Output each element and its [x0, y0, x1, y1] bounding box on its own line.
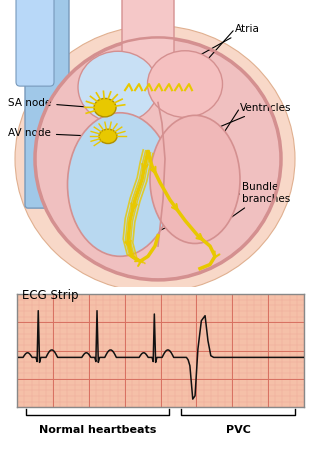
- Text: ECG Strip: ECG Strip: [22, 289, 78, 302]
- Text: AV node: AV node: [8, 128, 97, 138]
- Text: Atria: Atria: [158, 24, 260, 79]
- Text: Bundle
branches: Bundle branches: [210, 182, 290, 232]
- Text: Normal heartbeats: Normal heartbeats: [39, 425, 156, 435]
- Ellipse shape: [147, 51, 222, 118]
- Ellipse shape: [150, 115, 240, 244]
- Text: Ventricles: Ventricles: [121, 103, 291, 168]
- Text: PVC: PVC: [226, 425, 250, 435]
- FancyBboxPatch shape: [25, 0, 69, 208]
- FancyBboxPatch shape: [122, 0, 174, 99]
- Ellipse shape: [78, 51, 158, 123]
- Ellipse shape: [94, 99, 116, 117]
- Ellipse shape: [99, 129, 117, 144]
- Ellipse shape: [67, 113, 173, 257]
- Text: SA node: SA node: [8, 98, 93, 107]
- FancyBboxPatch shape: [16, 0, 54, 86]
- Ellipse shape: [36, 38, 280, 279]
- Ellipse shape: [15, 25, 295, 292]
